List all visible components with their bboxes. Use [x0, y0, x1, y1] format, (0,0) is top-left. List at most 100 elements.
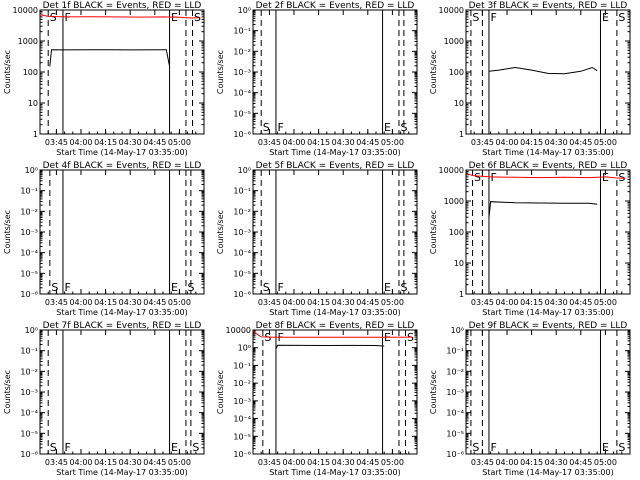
x-tick-label: 03:45: [258, 458, 281, 467]
x-tick-label: 03:45: [45, 298, 68, 307]
x-axis-label: Start Time (14-May-17 03:35:00): [56, 468, 187, 477]
y-tick-label: 1000: [18, 37, 38, 46]
event-marker-label: S: [472, 11, 479, 24]
y-tick-label: 10⁻⁶: [233, 130, 251, 139]
panel-det-7: Det 7f BLACK = Events, RED = LLD 10⁻⁶ 10⁻⁵…: [3, 321, 205, 477]
x-tick-label: 04:00: [282, 458, 305, 467]
panel-title: Det 6f BLACK = Events, RED = LLD: [469, 161, 628, 171]
x-tick-label: 04:45: [569, 138, 592, 147]
panel-title: Det 4f BLACK = Events, RED = LLD: [43, 161, 202, 171]
plot-frame: [39, 329, 205, 455]
x-tick-label: 05:00: [381, 298, 404, 307]
y-tick-label: 10⁻⁴: [20, 409, 38, 418]
y-tick-label: 10⁻⁴: [233, 415, 251, 424]
y-tick-label: 10⁻⁶: [233, 450, 251, 459]
panel-title: Det 8f BLACK = Events, RED = LLD: [256, 321, 415, 331]
plot-frame: [39, 169, 205, 295]
y-tick-label: 10⁻⁵: [446, 429, 464, 438]
x-tick-label: 03:45: [258, 138, 281, 147]
x-tick-label: 04:00: [495, 458, 518, 467]
x-tick-label: 04:45: [569, 458, 592, 467]
y-tick-label: 100: [23, 68, 38, 77]
y-tick-label: 10⁻⁵: [233, 432, 251, 441]
x-tick-label: 04:45: [569, 298, 592, 307]
x-tick-label: 04:30: [332, 298, 355, 307]
event-marker-label: F: [64, 281, 70, 294]
y-tick-label: 10⁰: [25, 166, 38, 175]
x-axis-label: Start Time (14-May-17 03:35:00): [482, 468, 613, 477]
y-axis-label: Counts/sec: [3, 50, 12, 94]
x-tick-label: 03:45: [471, 138, 494, 147]
y-tick-label: 10⁻⁶: [233, 290, 251, 299]
y-tick-label: 10⁻³: [446, 388, 464, 397]
y-tick-label: 10000: [13, 6, 38, 15]
x-tick-label: 04:00: [69, 138, 92, 147]
y-tick-label: 10⁻¹: [233, 27, 251, 36]
x-axis-label: Start Time (14-May-17 03:35:00): [56, 308, 187, 317]
y-axis-label: Counts/sec: [429, 50, 438, 94]
y-axis-label: Counts/sec: [216, 50, 225, 94]
event-marker-label: E: [602, 441, 609, 454]
event-marker-label: F: [277, 121, 283, 134]
y-tick-label: 10⁻¹: [20, 347, 38, 356]
event-marker-label: S: [51, 281, 58, 294]
y-tick-label: 10⁻⁵: [233, 109, 251, 118]
y-tick-label: 10⁰: [238, 344, 251, 353]
event-marker-label: S: [263, 281, 270, 294]
x-tick-label: 04:00: [495, 138, 518, 147]
plot-frame: [465, 169, 631, 295]
x-tick-label: 04:45: [143, 138, 166, 147]
y-tick-label: 100: [449, 228, 464, 237]
x-tick-label: 05:00: [594, 458, 617, 467]
plot-frame: [252, 9, 418, 135]
y-tick-label: 10⁻¹: [233, 187, 251, 196]
panel-title: Det 3f BLACK = Events, RED = LLD: [469, 1, 628, 11]
x-tick-label: 05:00: [168, 458, 191, 467]
y-tick-label: 1: [459, 290, 464, 299]
x-tick-label: 05:00: [381, 458, 404, 467]
y-tick-label: 10000: [439, 6, 464, 15]
events-rate-line: [275, 344, 385, 350]
y-tick-label: 10⁻¹: [20, 187, 38, 196]
x-tick-label: 05:00: [168, 138, 191, 147]
y-tick-label: 10⁻⁶: [446, 450, 464, 459]
y-tick-label: 10: [454, 259, 464, 268]
x-tick-label: 04:30: [119, 138, 142, 147]
y-axis-label: Counts/sec: [3, 210, 12, 254]
event-marker-label: S: [618, 11, 625, 24]
lld-rate-line: [252, 330, 413, 338]
y-tick-label: 10⁻¹: [233, 361, 251, 370]
lld-rate-line: [465, 173, 626, 179]
lld-rate-line: [39, 14, 200, 19]
plot-frame: [252, 169, 418, 295]
x-tick-label: 04:15: [94, 458, 117, 467]
x-tick-label: 04:00: [69, 458, 92, 467]
x-tick-label: 04:45: [143, 458, 166, 467]
x-tick-label: 05:00: [594, 138, 617, 147]
y-tick-label: 1000: [444, 37, 464, 46]
x-tick-label: 05:00: [594, 298, 617, 307]
events-rate-line: [49, 49, 171, 67]
x-tick-label: 03:45: [45, 138, 68, 147]
x-axis-label: Start Time (14-May-17 03:35:00): [269, 308, 400, 317]
y-tick-label: 10⁻³: [233, 68, 251, 77]
y-tick-label: 10⁻²: [233, 207, 251, 216]
y-tick-label: 1000: [444, 197, 464, 206]
y-axis-label: Counts/sec: [216, 210, 225, 254]
panel-title: Det 1f BLACK = Events, RED = LLD: [43, 1, 202, 11]
x-tick-label: 04:30: [545, 458, 568, 467]
event-marker-label: S: [50, 11, 57, 24]
y-tick-label: 100: [449, 68, 464, 77]
x-tick-label: 04:15: [307, 138, 330, 147]
y-tick-label: 10⁻³: [20, 228, 38, 237]
event-marker-label: E: [602, 11, 609, 24]
event-marker-label: E: [171, 281, 178, 294]
panel-det-3: Det 3f BLACK = Events, RED = LLD 1 10 100 10…: [429, 1, 631, 157]
panel-det-1: Det 1f BLACK = Events, RED = LLD 1 10 100 10…: [3, 1, 205, 157]
y-tick-label: 10⁻²: [233, 47, 251, 56]
x-tick-label: 04:45: [356, 458, 379, 467]
x-axis-label: Start Time (14-May-17 03:35:00): [482, 308, 613, 317]
panel-det-6: Det 6f BLACK = Events, RED = LLD 1 10 100 10…: [429, 161, 631, 317]
x-tick-label: 04:30: [119, 458, 142, 467]
